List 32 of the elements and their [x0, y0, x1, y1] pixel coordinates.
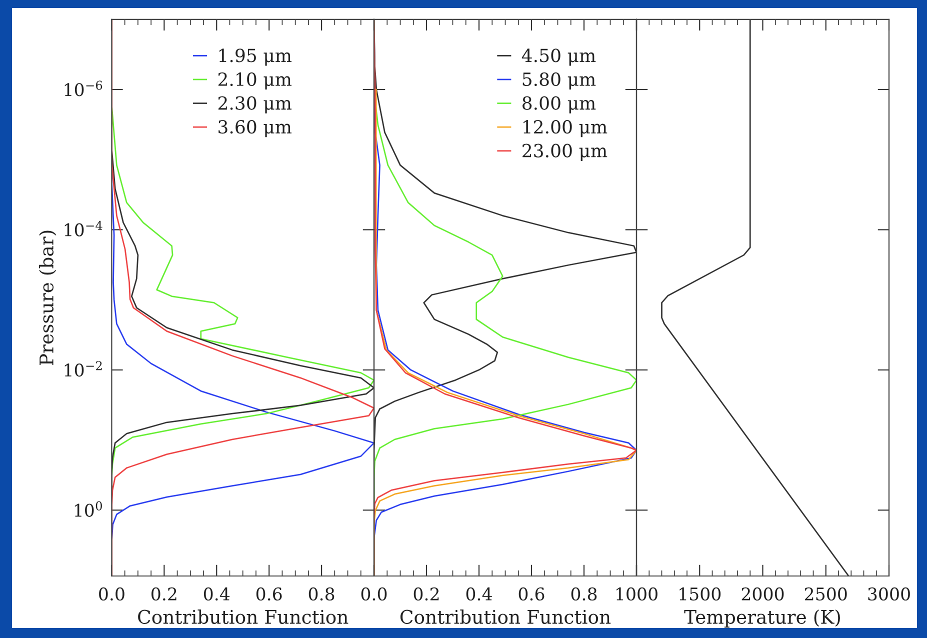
legend-label: 8.00 μm — [522, 96, 596, 114]
legend-label: 2.30 μm — [218, 96, 292, 114]
legend-label: 4.50 μm — [522, 48, 596, 66]
legend-label: 2.10 μm — [218, 72, 292, 90]
x-tick-label: 0.4 — [204, 587, 230, 601]
y-tick-label: 10$^{−4}$ — [64, 220, 102, 236]
x-tick-label: 2500 — [804, 587, 847, 601]
x-tick-label: 0.8 — [308, 587, 334, 601]
x-tick-label: 0.0 — [99, 587, 124, 601]
x-axis-title: Temperature (K) — [684, 609, 840, 628]
y-tick-label: 10$^{−6}$ — [64, 80, 102, 96]
legend-label: 1.95 μm — [219, 48, 292, 66]
x-tick-label: 3000 — [868, 587, 910, 601]
x-tick-label: 0.6 — [256, 587, 282, 601]
y-tick-label: 10$^{0}$ — [74, 501, 102, 517]
legend-label: 23.00 μm — [522, 144, 608, 161]
legend-label: 5.80 μm — [522, 72, 596, 90]
x-tick-label: 0.2 — [414, 587, 439, 601]
legend-label: 3.60 μm — [218, 120, 292, 138]
x-tick-label: 0.8 — [571, 587, 597, 601]
x-axis-title: Contribution Function — [400, 609, 611, 624]
x-tick-label: 0.2 — [152, 587, 176, 601]
y-axis-title: Pressure (bar) — [39, 230, 56, 366]
x-axis-title: Contribution Function — [138, 609, 348, 624]
x-tick-label: 0.6 — [518, 587, 544, 601]
x-tick-label: 2000 — [742, 587, 784, 601]
x-tick-label: 0.0 — [361, 587, 387, 601]
x-tick-label: 0.4 — [466, 587, 492, 601]
x-tick-label: 1500 — [680, 587, 721, 601]
legend-label: 12.00 μm — [524, 120, 608, 138]
y-tick-label: 10$^{−2}$ — [64, 361, 102, 377]
x-tick-label: 1000 — [616, 587, 658, 601]
